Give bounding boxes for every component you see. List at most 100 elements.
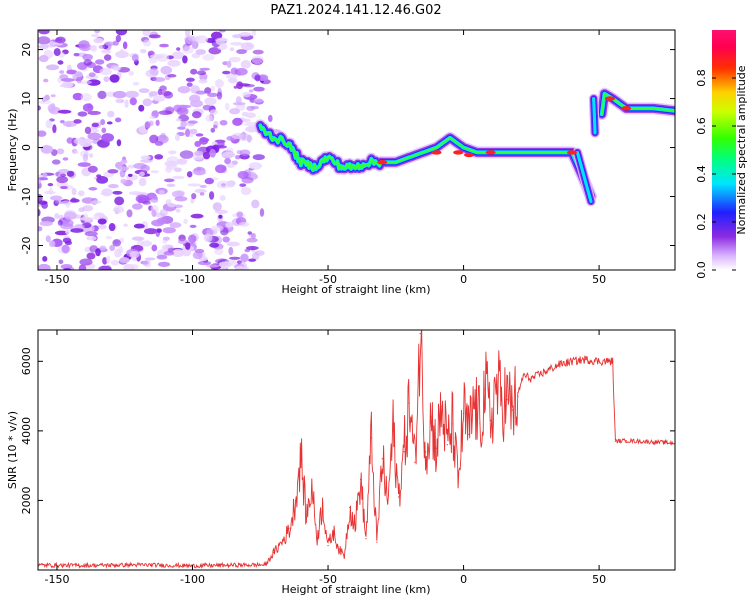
noise-blob: [158, 110, 172, 116]
noise-blob: [38, 100, 52, 105]
snr-point: [387, 503, 389, 505]
noise-blob: [73, 52, 80, 57]
noise-blob: [120, 159, 128, 164]
noise-blob: [43, 78, 49, 83]
noise-blob: [66, 69, 78, 75]
noise-blob: [142, 30, 151, 37]
noise-blob: [79, 258, 93, 266]
noise-blob: [183, 218, 188, 225]
noise-blob: [109, 74, 120, 83]
noise-blob: [88, 72, 96, 77]
noise-blob: [149, 115, 156, 119]
noise-blob: [50, 103, 56, 111]
noise-blob: [45, 119, 53, 129]
noise-blob: [162, 227, 176, 234]
noise-blob: [186, 82, 193, 87]
snr-point: [500, 398, 503, 401]
noise-blob: [212, 202, 222, 212]
noise-blob: [215, 145, 228, 149]
colorbar-label: Normalized spectral amplitude: [735, 65, 748, 234]
noise-blob: [186, 171, 193, 178]
noise-blob: [228, 246, 234, 256]
noise-blob: [196, 70, 207, 76]
noise-blob: [198, 78, 208, 84]
noise-blob: [247, 231, 252, 235]
noise-blob: [45, 64, 60, 71]
noise-blob: [47, 183, 54, 187]
noise-blob: [78, 40, 90, 49]
noise-blob: [127, 173, 133, 177]
noise-blob: [204, 97, 217, 106]
colorbar-gradient: [712, 30, 736, 270]
snr-point: [83, 564, 85, 567]
noise-blob: [45, 235, 51, 243]
y-tick-label: 20: [20, 43, 33, 57]
y-tick-label: -10: [20, 188, 33, 206]
noise-blob: [168, 150, 177, 155]
x-tick-label: -150: [44, 573, 69, 586]
ridge-band: [257, 122, 594, 200]
noise-blob: [87, 165, 98, 173]
snr-point: [381, 458, 383, 460]
noise-blob: [187, 120, 198, 124]
noise-blob: [76, 78, 82, 84]
noise-blob: [142, 260, 150, 266]
noise-blob: [142, 98, 153, 107]
noise-blob: [210, 225, 224, 232]
noise-blob: [42, 256, 48, 262]
noise-blob: [203, 233, 210, 242]
noise-blob: [222, 236, 230, 243]
noise-blob: [182, 154, 193, 159]
ridge-streak: [592, 96, 597, 135]
snr-frame: [37, 329, 676, 571]
noise-blob: [236, 211, 244, 218]
snr-point: [484, 388, 486, 390]
noise-blob: [117, 67, 131, 73]
noise-blob: [229, 47, 235, 52]
noise-blob: [153, 95, 166, 102]
noise-blob: [205, 264, 220, 268]
snr-y-label: SNR (10 * v/v): [6, 411, 19, 489]
noise-blob: [248, 258, 257, 262]
noise-blob: [226, 180, 235, 188]
noise-blob: [194, 150, 204, 156]
noise-blob: [191, 193, 197, 200]
noise-blob: [151, 209, 157, 218]
noise-blob: [204, 177, 214, 185]
noise-blob: [129, 250, 140, 259]
ridge-peak: [485, 150, 496, 155]
noise-blob: [178, 104, 192, 109]
noise-blob: [48, 240, 56, 248]
noise-blob: [78, 264, 87, 270]
x-tick-label: 0: [460, 573, 467, 586]
spectrogram-y-axis: -20 -10 0 10 20: [20, 43, 675, 254]
noise-blob: [82, 153, 89, 163]
noise-blob: [238, 222, 250, 227]
noise-blob: [41, 96, 47, 103]
noise-blob: [184, 30, 191, 37]
noise-blob: [202, 151, 211, 160]
noise-blob: [251, 199, 260, 209]
noise-blob: [208, 191, 215, 200]
noise-blob: [176, 47, 181, 51]
noise-blob: [52, 124, 57, 134]
noise-blob: [257, 74, 269, 81]
noise-blob: [86, 235, 97, 241]
noise-blob: [176, 107, 189, 116]
noise-blob: [250, 232, 256, 239]
noise-blob: [240, 187, 252, 196]
noise-blob: [242, 91, 251, 98]
snr-point: [232, 564, 234, 566]
noise-blob: [96, 176, 109, 184]
snr-point: [359, 478, 362, 481]
snr-point: [457, 482, 459, 484]
noise-blob: [103, 54, 112, 61]
noise-blob: [110, 259, 120, 266]
noise-blob: [128, 191, 143, 196]
noise-blob: [190, 213, 204, 219]
noise-blob: [157, 261, 171, 267]
noise-blob: [128, 70, 134, 76]
noise-blob: [90, 200, 102, 204]
noise-blob: [191, 111, 202, 119]
noise-blob: [161, 90, 172, 97]
